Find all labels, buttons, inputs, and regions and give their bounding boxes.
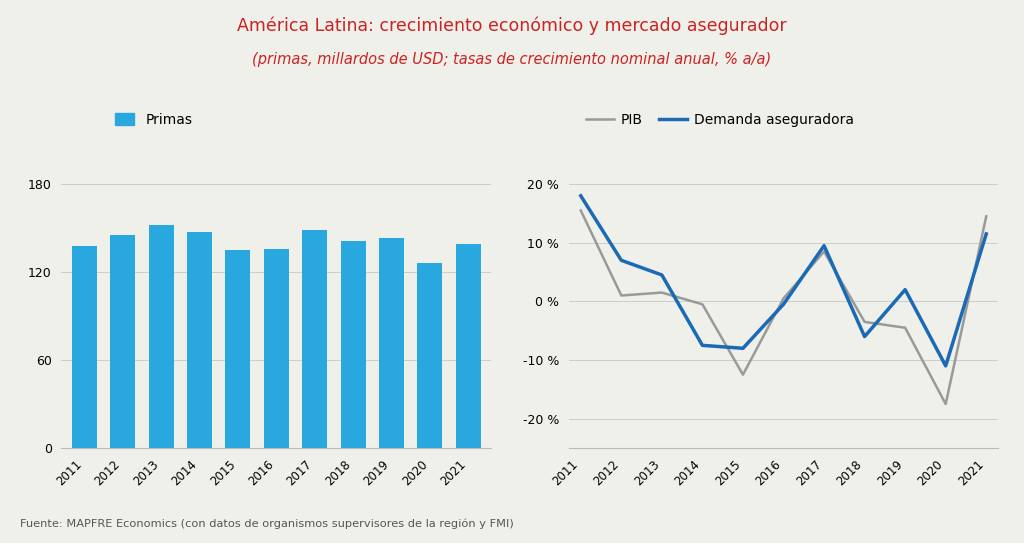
Text: Fuente: MAPFRE Economics (con datos de organismos supervisores de la región y FM: Fuente: MAPFRE Economics (con datos de o…	[20, 519, 514, 529]
Text: América Latina: crecimiento económico y mercado asegurador: América Latina: crecimiento económico y …	[238, 16, 786, 35]
Legend: Primas: Primas	[110, 108, 198, 132]
Text: (primas, millardos de USD; tasas de crecimiento nominal anual, % a/a): (primas, millardos de USD; tasas de crec…	[252, 52, 772, 67]
Bar	[187, 232, 212, 448]
Bar	[72, 245, 97, 448]
Bar	[418, 263, 442, 448]
Bar	[148, 225, 174, 448]
Legend: PIB, Demanda aseguradora: PIB, Demanda aseguradora	[581, 108, 859, 132]
Bar	[264, 249, 289, 448]
Bar	[225, 250, 251, 448]
Bar	[341, 241, 366, 448]
Bar	[111, 236, 135, 448]
Bar	[302, 230, 328, 448]
Bar	[456, 244, 480, 448]
Bar	[379, 238, 403, 448]
